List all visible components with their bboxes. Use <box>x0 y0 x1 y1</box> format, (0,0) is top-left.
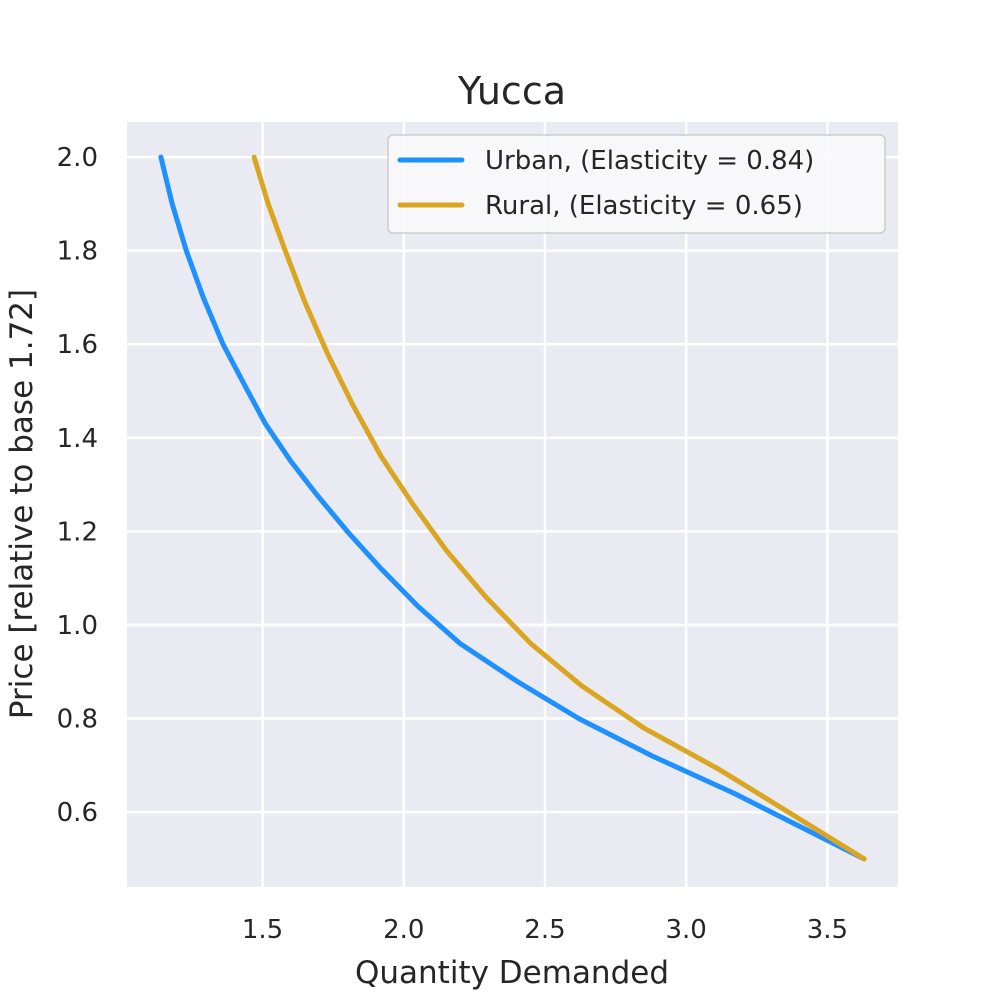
x-tick-label: 2.5 <box>524 915 565 945</box>
legend-label-2: Rural, (Elasticity = 0.65) <box>485 191 803 221</box>
chart-title: Yucca <box>457 69 566 113</box>
y-tick-label: 1.4 <box>57 424 98 454</box>
y-tick-label: 1.6 <box>57 330 98 360</box>
y-tick-label: 1.0 <box>57 611 98 641</box>
x-tick-label: 3.0 <box>666 915 707 945</box>
y-tick-label: 2.0 <box>57 143 98 173</box>
y-tick-label: 1.2 <box>57 517 98 547</box>
x-tick-label: 3.5 <box>807 915 848 945</box>
x-axis-label: Quantity Demanded <box>355 955 669 991</box>
legend: Urban, (Elasticity = 0.84) Rural, (Elasti… <box>387 134 886 234</box>
series-line-2 <box>251 154 867 862</box>
series-layer <box>158 154 867 862</box>
legend-label-1: Urban, (Elasticity = 0.84) <box>485 146 814 176</box>
x-tick-labels: 1.5 2.0 2.5 3.0 3.5 <box>242 915 848 945</box>
y-axis-label: Price [relative to base 1.72] <box>4 289 40 719</box>
series-line-1 <box>158 154 867 862</box>
x-tick-label: 2.0 <box>383 915 424 945</box>
y-tick-label: 1.8 <box>57 237 98 267</box>
legend-box <box>387 134 886 234</box>
y-tick-labels: 0.6 0.8 1.0 1.2 1.4 1.6 1.8 2.0 <box>57 143 98 828</box>
y-tick-label: 0.6 <box>57 798 98 828</box>
y-tick-label: 0.8 <box>57 705 98 735</box>
plot-area <box>127 122 898 887</box>
x-tick-label: 1.5 <box>242 915 283 945</box>
